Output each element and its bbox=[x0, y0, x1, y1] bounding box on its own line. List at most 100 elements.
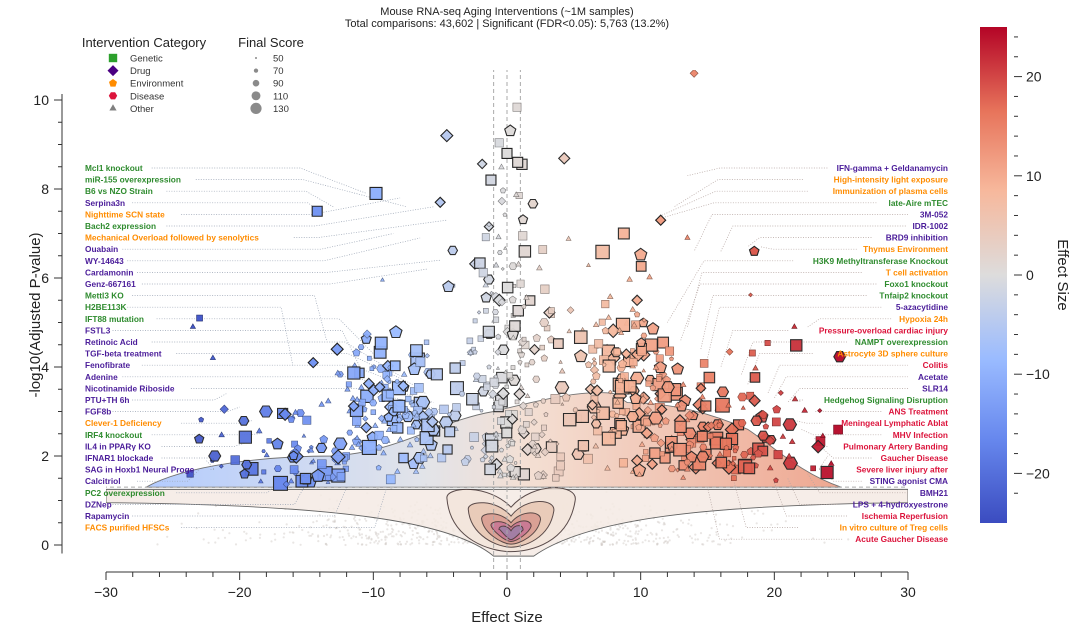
nonsignificant-point bbox=[640, 528, 643, 531]
nonsignificant-point bbox=[636, 524, 639, 527]
annotation-label[interactable]: Foxo1 knockout bbox=[884, 279, 948, 289]
annotation-label[interactable]: Mcl1 knockout bbox=[85, 163, 143, 173]
data-point-square bbox=[699, 359, 709, 368]
annotation-label[interactable]: Rapamycin bbox=[85, 511, 129, 521]
annotation-label[interactable]: Ouabain bbox=[85, 244, 118, 254]
annotation-label[interactable]: High-intensity light exposure bbox=[834, 175, 949, 185]
data-point-diamond bbox=[278, 407, 292, 422]
nonsignificant-point bbox=[859, 526, 862, 529]
annotation-label[interactable]: PC2 overexpression bbox=[85, 488, 165, 498]
annotation-label[interactable]: PTU+TH 6h bbox=[85, 395, 130, 405]
annotation-label[interactable]: Retinoic Acid bbox=[85, 337, 138, 347]
annotation-label[interactable]: Colitis bbox=[923, 360, 949, 370]
annotation-label[interactable]: IL4 in PPARγ KO bbox=[85, 441, 151, 451]
nonsignificant-point bbox=[705, 512, 708, 515]
annotation-label[interactable]: T cell activation bbox=[886, 267, 948, 277]
annotation-label[interactable]: Pulmonary Artery Banding bbox=[843, 441, 948, 451]
annotation-label[interactable]: STING agonist CMA bbox=[870, 476, 948, 486]
annotation-label[interactable]: ANS Treatment bbox=[889, 407, 949, 417]
annotation-label[interactable]: Calcitriol bbox=[85, 476, 121, 486]
nonsignificant-point bbox=[589, 536, 593, 539]
nonsignificant-point bbox=[324, 542, 327, 546]
annotation-label[interactable]: IFT88 mutation bbox=[85, 314, 144, 324]
annotation-label[interactable]: Severe liver injury after bbox=[856, 465, 949, 475]
leader-line bbox=[137, 259, 441, 273]
leader-line bbox=[293, 219, 447, 238]
annotation-label[interactable]: 3M-052 bbox=[920, 209, 949, 219]
nonsignificant-point bbox=[365, 534, 368, 537]
leader-line bbox=[660, 190, 808, 217]
nonsignificant-point bbox=[619, 526, 622, 529]
annotation-label[interactable]: FSTL3 bbox=[85, 325, 111, 335]
data-point-square bbox=[833, 424, 843, 435]
annotation-label[interactable]: LPS + 4-hydroxyestrone bbox=[853, 499, 949, 509]
legend-size-label: 110 bbox=[273, 91, 288, 102]
annotation-label[interactable]: Adenine bbox=[85, 372, 118, 382]
annotation-label[interactable]: IFN-gamma + Geldanamycin bbox=[837, 163, 948, 173]
annotation-label[interactable]: Nighttime SCN state bbox=[85, 209, 165, 219]
leader-line bbox=[653, 202, 877, 221]
annotation-label[interactable]: Clever-1 Deficiency bbox=[85, 418, 162, 428]
annotation-label[interactable]: Immunization of plasma cells bbox=[833, 186, 949, 196]
annotation-label[interactable]: late-Aire mTEC bbox=[889, 198, 948, 208]
data-point-triangle bbox=[801, 406, 809, 413]
annotation-label[interactable]: SAG in Hoxb1 Neural Proge bbox=[85, 465, 195, 475]
data-point-triangle bbox=[558, 367, 566, 374]
data-point-triangle bbox=[371, 422, 379, 428]
annotation-label[interactable]: In vitro culture of Treg cells bbox=[840, 523, 949, 533]
nonsignificant-point bbox=[603, 540, 607, 543]
nonsignificant-point bbox=[617, 528, 620, 531]
nonsignificant-point bbox=[411, 542, 414, 545]
y-tick-label: 2 bbox=[41, 448, 49, 464]
data-point-diamond bbox=[513, 387, 526, 401]
annotation-label[interactable]: SLR14 bbox=[922, 383, 948, 393]
annotation-label[interactable]: MHV Infection bbox=[893, 430, 948, 440]
annotation-label[interactable]: NAMPT overexpression bbox=[855, 337, 948, 347]
data-point-hexagon bbox=[782, 456, 799, 470]
annotation-label[interactable]: Acute Gaucher Disease bbox=[855, 534, 948, 544]
annotation-label[interactable]: H3K9 Methyltransferase Knockout bbox=[813, 256, 948, 266]
annotation-label[interactable]: Meningeal Lymphatic Ablat bbox=[841, 418, 948, 428]
data-point-triangle bbox=[380, 449, 387, 456]
data-point-square bbox=[602, 359, 616, 373]
data-point-hexagon bbox=[737, 419, 747, 427]
annotation-label[interactable]: Fenofibrate bbox=[85, 360, 131, 370]
annotation-label[interactable]: Mettl3 KO bbox=[85, 291, 124, 301]
annotation-label[interactable]: B6 vs NZO Strain bbox=[85, 186, 153, 196]
nonsignificant-point bbox=[666, 542, 669, 545]
annotation-label[interactable]: Gaucher Disease bbox=[881, 453, 949, 463]
annotation-label[interactable]: IDR-1002 bbox=[912, 221, 948, 231]
data-point-triangle bbox=[358, 383, 365, 390]
nonsignificant-point bbox=[370, 538, 373, 541]
annotation-label[interactable]: FACS purified HFSCs bbox=[85, 523, 170, 533]
annotation-label[interactable]: Thymus Environment bbox=[863, 244, 948, 254]
annotation-label[interactable]: Nicotinamide Riboside bbox=[85, 383, 175, 393]
annotation-label[interactable]: Genz-667161 bbox=[85, 279, 136, 289]
annotation-label[interactable]: FGF8b bbox=[85, 407, 111, 417]
annotation-label[interactable]: WY-14643 bbox=[85, 256, 124, 266]
annotation-label[interactable]: Cardamonin bbox=[85, 267, 133, 277]
annotation-label[interactable]: DZNep bbox=[85, 499, 112, 509]
leader-line bbox=[132, 393, 227, 401]
annotation-label[interactable]: Bach2 expression bbox=[85, 221, 156, 231]
annotation-label[interactable]: TGF-beta treatment bbox=[85, 349, 162, 359]
data-point-diamond bbox=[360, 421, 373, 434]
annotation-label[interactable]: H2BE113K bbox=[85, 302, 127, 312]
annotation-label[interactable]: Ischemia Reperfusion bbox=[862, 511, 948, 521]
annotation-label[interactable]: Hypoxia 24h bbox=[899, 314, 948, 324]
annotation-label[interactable]: Tnfaip2 knockout bbox=[879, 291, 948, 301]
annotation-label[interactable]: 5-azacytidine bbox=[896, 302, 948, 312]
annotation-label[interactable]: IFNAR1 blockade bbox=[85, 453, 154, 463]
annotation-label[interactable]: Acetate bbox=[918, 372, 948, 382]
annotation-label[interactable]: Serpina3n bbox=[85, 198, 125, 208]
annotation-label[interactable]: miR-155 overexpression bbox=[85, 175, 181, 185]
annotation-label[interactable]: Pressure-overload cardiac injury bbox=[819, 325, 949, 335]
annotation-label[interactable]: IRF4 knockout bbox=[85, 430, 142, 440]
data-point-pentagon bbox=[561, 393, 571, 402]
nonsignificant-point bbox=[755, 522, 758, 525]
annotation-label[interactable]: Astrocyte 3D sphere culture bbox=[837, 349, 948, 359]
annotation-label[interactable]: Mechanical Overload followed by senolyti… bbox=[85, 233, 259, 243]
annotation-label[interactable]: Hedgehog Signaling Disruption bbox=[824, 395, 948, 405]
annotation-label[interactable]: BRD9 inhibition bbox=[886, 233, 948, 243]
annotation-label[interactable]: BMH21 bbox=[920, 488, 949, 498]
